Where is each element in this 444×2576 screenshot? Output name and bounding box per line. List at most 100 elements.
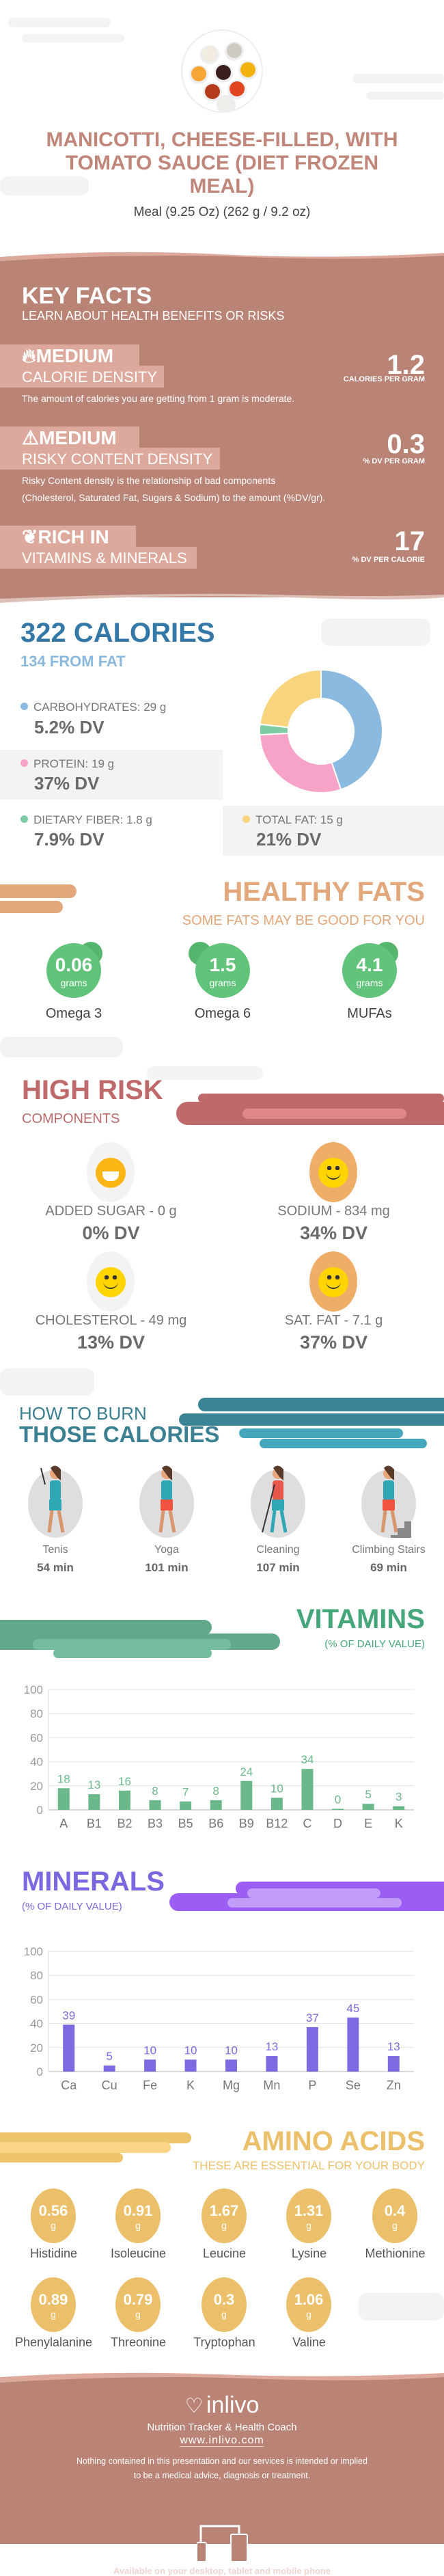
y-tick-label: 60 bbox=[30, 1993, 43, 2006]
protein-dot bbox=[20, 759, 28, 767]
decor-bar bbox=[0, 2153, 123, 2163]
footer bbox=[0, 2388, 444, 2544]
amino-name: Phenylalanine bbox=[14, 2335, 93, 2349]
high-risk-subtitle: COMPONENTS bbox=[22, 1111, 120, 1126]
burn-title-bold: THOSE CALORIES bbox=[19, 1422, 220, 1447]
decor-bar bbox=[239, 1428, 403, 1438]
bar-value-label: 37 bbox=[306, 2011, 319, 2024]
fiber-dv: 7.9% DV bbox=[34, 829, 105, 850]
bar-P bbox=[306, 2026, 318, 2072]
bar-value-label: 13 bbox=[387, 2040, 400, 2053]
amino-value: 1.67 bbox=[209, 2202, 239, 2219]
sauce-bowls-icon bbox=[189, 42, 258, 111]
risky-density-description: Risky Content density is the relationshi… bbox=[22, 475, 276, 486]
x-tick-label: Fe bbox=[143, 2078, 157, 2092]
face bbox=[318, 1158, 348, 1188]
fat-unit: grams bbox=[60, 977, 87, 988]
fiber-dot bbox=[20, 815, 28, 823]
bar-B1 bbox=[88, 1794, 100, 1810]
amino-name: Methionine bbox=[365, 2247, 426, 2260]
decor-bar bbox=[0, 884, 77, 898]
amino-name: Threonine bbox=[110, 2335, 167, 2349]
website-link[interactable]: www.inlivo.com bbox=[180, 2435, 264, 2447]
risk-dv: 0% DV bbox=[82, 1223, 140, 1243]
minerals-bar-chart: 0 20 40 60 80 100 39 Ca 5 Cu 10 Fe 10 K 10 Mg 13 Mn 37 P 45 S… bbox=[24, 1945, 414, 2092]
fat-unit: grams bbox=[209, 977, 236, 988]
fat-value: 1.5 bbox=[209, 954, 236, 975]
decor-cloud bbox=[366, 92, 444, 100]
x-tick-label: Mg bbox=[223, 2078, 240, 2092]
smile bbox=[103, 1279, 118, 1289]
wave-divider bbox=[0, 2372, 444, 2389]
key-facts-subtitle: LEARN ABOUT HEALTH BENEFITS OR RISKS bbox=[22, 309, 285, 323]
y-tick-label: 20 bbox=[30, 1780, 43, 1793]
badge-bg bbox=[0, 448, 220, 470]
food-image bbox=[181, 29, 263, 113]
carbs-label: CARBOHYDRATES: 29 g bbox=[20, 701, 166, 714]
y-tick-label: 0 bbox=[37, 2065, 43, 2078]
decor-bar bbox=[198, 1094, 444, 1103]
x-tick-label: B2 bbox=[117, 1817, 132, 1830]
y-tick-label: 100 bbox=[24, 1945, 43, 1958]
x-tick-label: Mn bbox=[263, 2078, 280, 2092]
fat-value: 0.06 bbox=[55, 954, 93, 975]
x-tick-label: E bbox=[364, 1817, 372, 1830]
decor-bar bbox=[33, 1639, 231, 1650]
burn-title-light: HOW TO BURN bbox=[19, 1403, 147, 1424]
macro-highlight-bg bbox=[0, 750, 223, 800]
risky-density-label: RISKY CONTENT DENSITY bbox=[22, 450, 213, 467]
badge-bg bbox=[0, 547, 197, 569]
amino-unit: g bbox=[221, 2309, 227, 2320]
decor-cloud bbox=[147, 1066, 263, 1080]
bar-B12 bbox=[270, 1798, 283, 1810]
y-tick-label: 40 bbox=[30, 2018, 43, 2031]
x-tick-label: B5 bbox=[178, 1817, 193, 1830]
x-tick-label: K bbox=[186, 2078, 195, 2092]
bar-value-label: 10 bbox=[270, 1782, 283, 1795]
smile bbox=[326, 1170, 341, 1180]
protein-label: PROTEIN: 19 g bbox=[20, 757, 114, 771]
x-tick-label: B9 bbox=[239, 1817, 254, 1830]
bar-Mn bbox=[266, 2056, 278, 2072]
x-tick-label: C bbox=[303, 1817, 311, 1830]
rich-in-value: 17 bbox=[394, 526, 426, 556]
fat-value: 4.1 bbox=[356, 954, 383, 975]
calorie-density-value: 1.2 bbox=[387, 350, 425, 380]
fat-label: TOTAL FAT: 15 g bbox=[242, 813, 343, 827]
decor-cloud bbox=[8, 18, 111, 27]
y-tick-label: 60 bbox=[30, 1731, 43, 1744]
decor-bar bbox=[179, 1413, 444, 1426]
amino-value: 0.89 bbox=[38, 2291, 68, 2308]
rich-in-label: VITAMINS & MINERALS bbox=[22, 550, 187, 567]
risky-density-value: 0.3 bbox=[387, 429, 425, 459]
decor-bar bbox=[242, 1109, 406, 1119]
activity-time: 101 min bbox=[145, 1561, 189, 1574]
amino-name: Tryptophan bbox=[193, 2335, 255, 2349]
decor-bar bbox=[0, 1620, 212, 1635]
eyes bbox=[327, 1275, 339, 1279]
decor-bar bbox=[0, 2142, 171, 2153]
bar-K bbox=[393, 1806, 405, 1810]
decor-cloud bbox=[352, 74, 444, 83]
bar-B3 bbox=[149, 1800, 161, 1810]
healthy-fats-subtitle: SOME FATS MAY BE GOOD FOR YOU bbox=[182, 913, 425, 928]
amino-unit: g bbox=[221, 2220, 227, 2231]
donut-slice-1 bbox=[259, 732, 342, 794]
amino-unit: g bbox=[306, 2309, 311, 2320]
bar-B9 bbox=[240, 1780, 253, 1810]
badge-bg bbox=[0, 366, 164, 388]
face bbox=[96, 1158, 126, 1188]
amino-name: Lysine bbox=[291, 2247, 327, 2260]
bar-value-label: 10 bbox=[184, 2044, 197, 2057]
wave-divider bbox=[0, 252, 444, 268]
inlivo-logo[interactable]: ♡ inlivo bbox=[184, 2392, 260, 2418]
smiley-face-icon bbox=[309, 1251, 357, 1312]
bar-D bbox=[332, 1808, 344, 1810]
smiley-face-icon bbox=[87, 1251, 135, 1312]
bar-value-label: 8 bbox=[212, 1785, 219, 1798]
vitamins-bar-chart: 0 20 40 60 80 100 18 A 13 B1 16 B2 8 B3 7 B5 8 B6 24 B9 10 B1… bbox=[24, 1683, 414, 1830]
amino-badge: 1.31 g bbox=[286, 2188, 331, 2243]
teeth bbox=[102, 1171, 119, 1181]
donut-slice-0 bbox=[320, 668, 383, 791]
y-tick-label: 20 bbox=[30, 2042, 43, 2055]
